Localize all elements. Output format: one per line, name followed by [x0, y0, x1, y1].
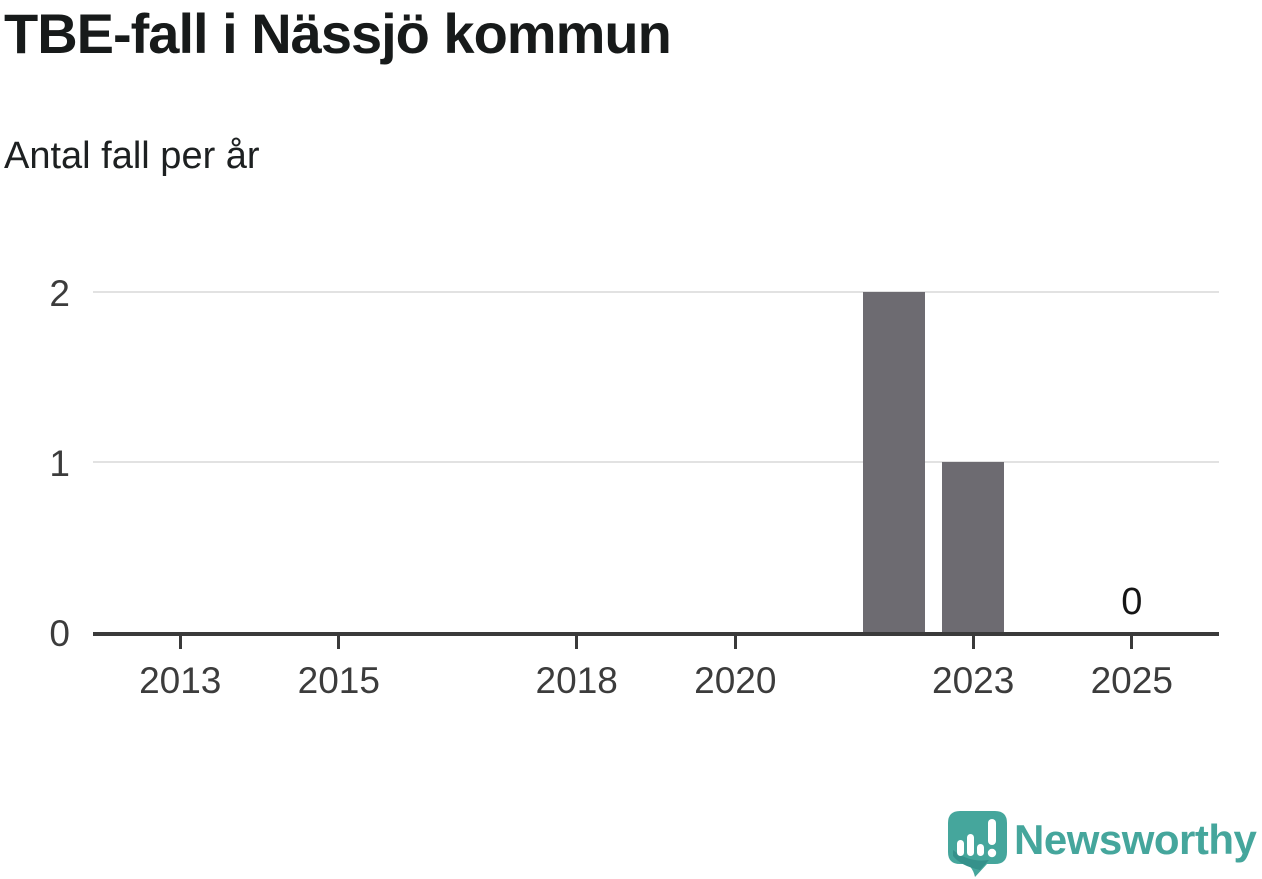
x-axis-tick-label: 2025 — [1090, 660, 1173, 701]
x-axis-tick — [971, 636, 975, 649]
chart-title: TBE-fall i Nässjö kommun — [4, 2, 672, 65]
bar-2022 — [862, 292, 925, 632]
y-gridline — [93, 461, 1219, 464]
x-axis-tick — [337, 636, 341, 649]
y-axis-tick-label: 2 — [49, 273, 70, 315]
y-axis-tick-label: 1 — [49, 443, 70, 485]
x-axis-tick — [575, 636, 579, 649]
brand-name: Newsworthy — [1014, 816, 1257, 863]
newsworthy-logo-icon — [948, 811, 1007, 877]
x-axis-tick-label: 2020 — [694, 660, 777, 701]
y-axis-tick-label: 0 — [49, 613, 70, 654]
chart-subtitle: Antal fall per år — [4, 135, 260, 177]
value-annotation: 0 — [1121, 581, 1143, 623]
x-axis-tick — [733, 636, 737, 649]
x-axis-tick — [1130, 636, 1134, 649]
bar-2023 — [942, 462, 1005, 632]
newsworthy-logo: Newsworthy — [947, 810, 1257, 878]
x-axis-tick-label: 2018 — [535, 660, 618, 701]
y-gridline — [93, 291, 1219, 294]
x-axis-tick-label: 2023 — [932, 660, 1015, 701]
x-axis-tick — [178, 636, 182, 649]
x-axis-line — [93, 632, 1219, 636]
x-axis-tick-label: 2013 — [139, 660, 222, 701]
x-axis-tick-label: 2015 — [297, 660, 380, 701]
